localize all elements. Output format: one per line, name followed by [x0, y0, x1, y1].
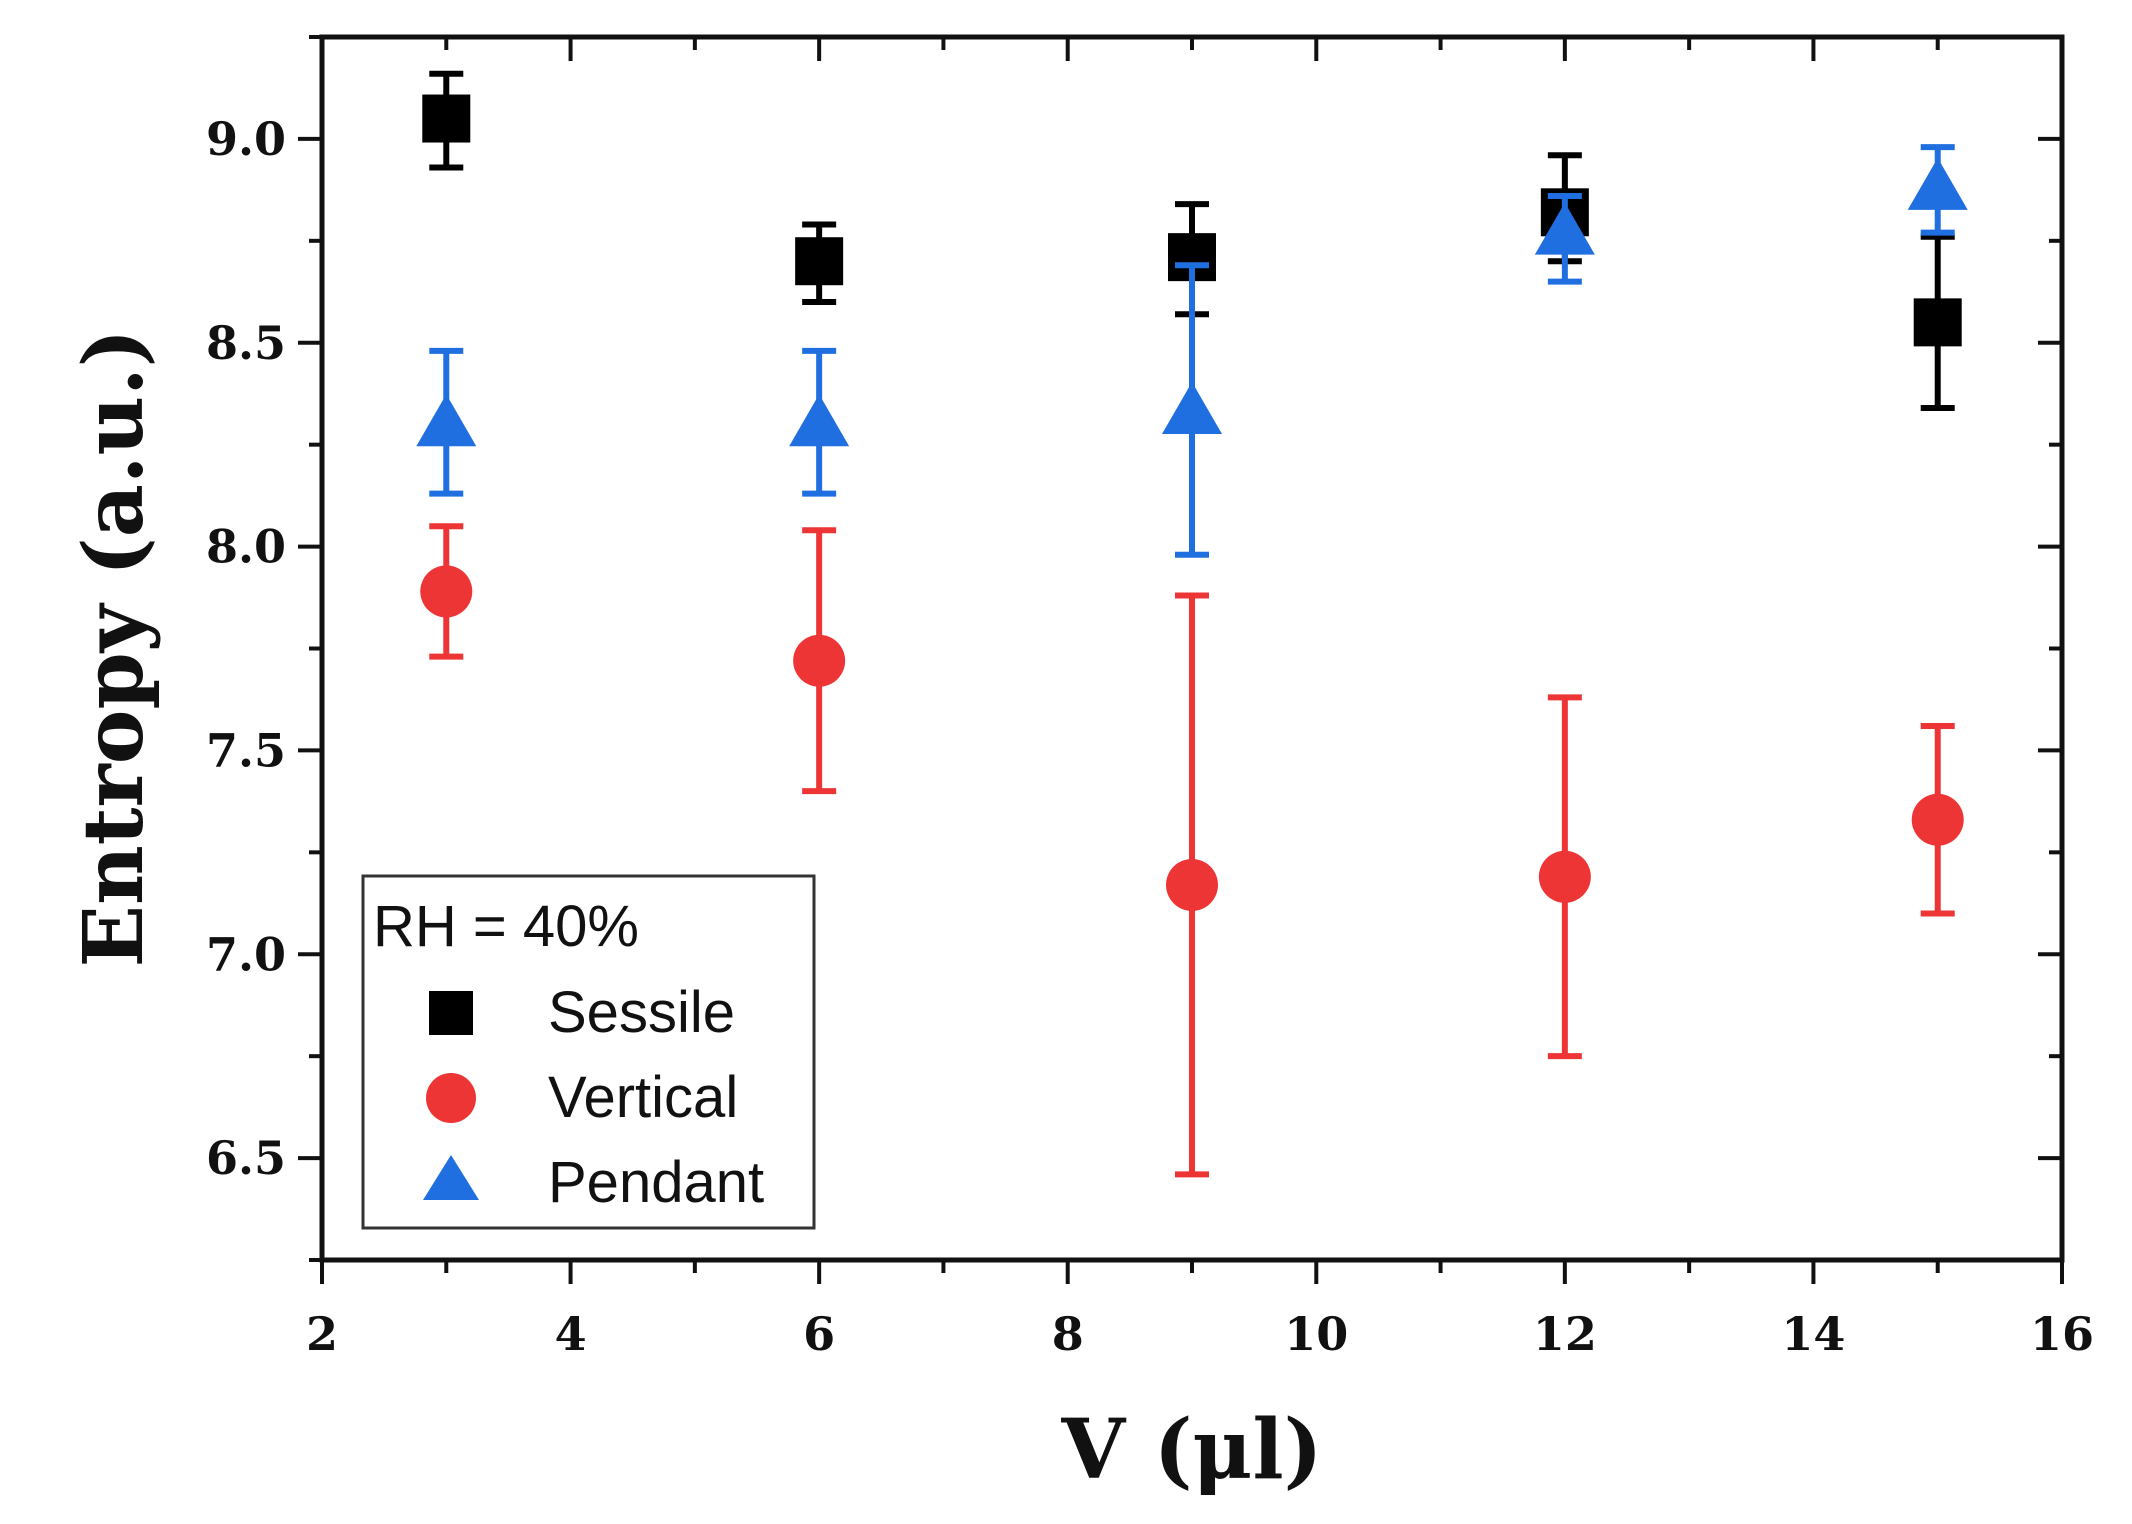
legend: RH = 40% Sessile Vertical Pendant — [361, 874, 816, 1230]
point-vertical — [1166, 858, 1218, 911]
y-tick-label: 7.5 — [206, 723, 286, 777]
point-vertical — [420, 565, 473, 618]
point-vertical — [1538, 850, 1591, 903]
x-tick-label: 8 — [1052, 1307, 1084, 1361]
point-pendant — [1162, 382, 1222, 435]
point-sessile — [1913, 298, 1962, 347]
y-axis-title: Entropy (a.u.) — [66, 329, 162, 968]
legend-marker-pendant — [423, 1155, 479, 1200]
legend-marker-vertical — [426, 1073, 476, 1123]
legend-box — [361, 874, 816, 1230]
y-tick-label: 8.0 — [206, 520, 286, 574]
x-tick-label: 4 — [555, 1307, 587, 1361]
legend-marker-sessile — [429, 991, 473, 1035]
point-pendant — [1534, 202, 1595, 255]
axis-ticks — [298, 35, 2064, 1284]
y-tick-label: 7.0 — [206, 927, 286, 981]
point-vertical — [793, 634, 846, 687]
series-pendant — [416, 144, 1968, 558]
y-tick-label: 6.5 — [206, 1131, 286, 1185]
point-pendant — [789, 394, 850, 447]
series-vertical — [420, 523, 1964, 1178]
y-tick-labels: 6.5 7.0 7.5 8.0 8.5 9.0 — [206, 112, 286, 1185]
x-tick-label: 14 — [1781, 1307, 1845, 1361]
legend-label-sessile: Sessile — [548, 980, 735, 1045]
point-pendant — [416, 394, 477, 447]
legend-label-pendant: Pendant — [548, 1150, 764, 1215]
point-sessile — [422, 94, 471, 143]
x-axis-title: V (μl) — [1061, 1402, 1323, 1498]
x-tick-label: 10 — [1284, 1307, 1348, 1361]
legend-title: RH = 40% — [373, 894, 639, 959]
data-series — [416, 70, 1968, 1178]
y-tick-label: 9.0 — [206, 112, 286, 166]
x-tick-label: 6 — [803, 1307, 835, 1361]
x-tick-label: 16 — [2030, 1307, 2094, 1361]
y-tick-label: 8.5 — [206, 316, 286, 370]
legend-label-vertical: Vertical — [548, 1065, 738, 1130]
point-vertical — [1911, 793, 1964, 846]
point-sessile — [795, 237, 844, 286]
point-pendant — [1907, 157, 1968, 210]
x-tick-labels: 2 4 6 8 10 12 14 16 — [306, 1307, 2094, 1361]
x-tick-label: 12 — [1533, 1307, 1597, 1361]
x-tick-label: 2 — [306, 1307, 338, 1361]
